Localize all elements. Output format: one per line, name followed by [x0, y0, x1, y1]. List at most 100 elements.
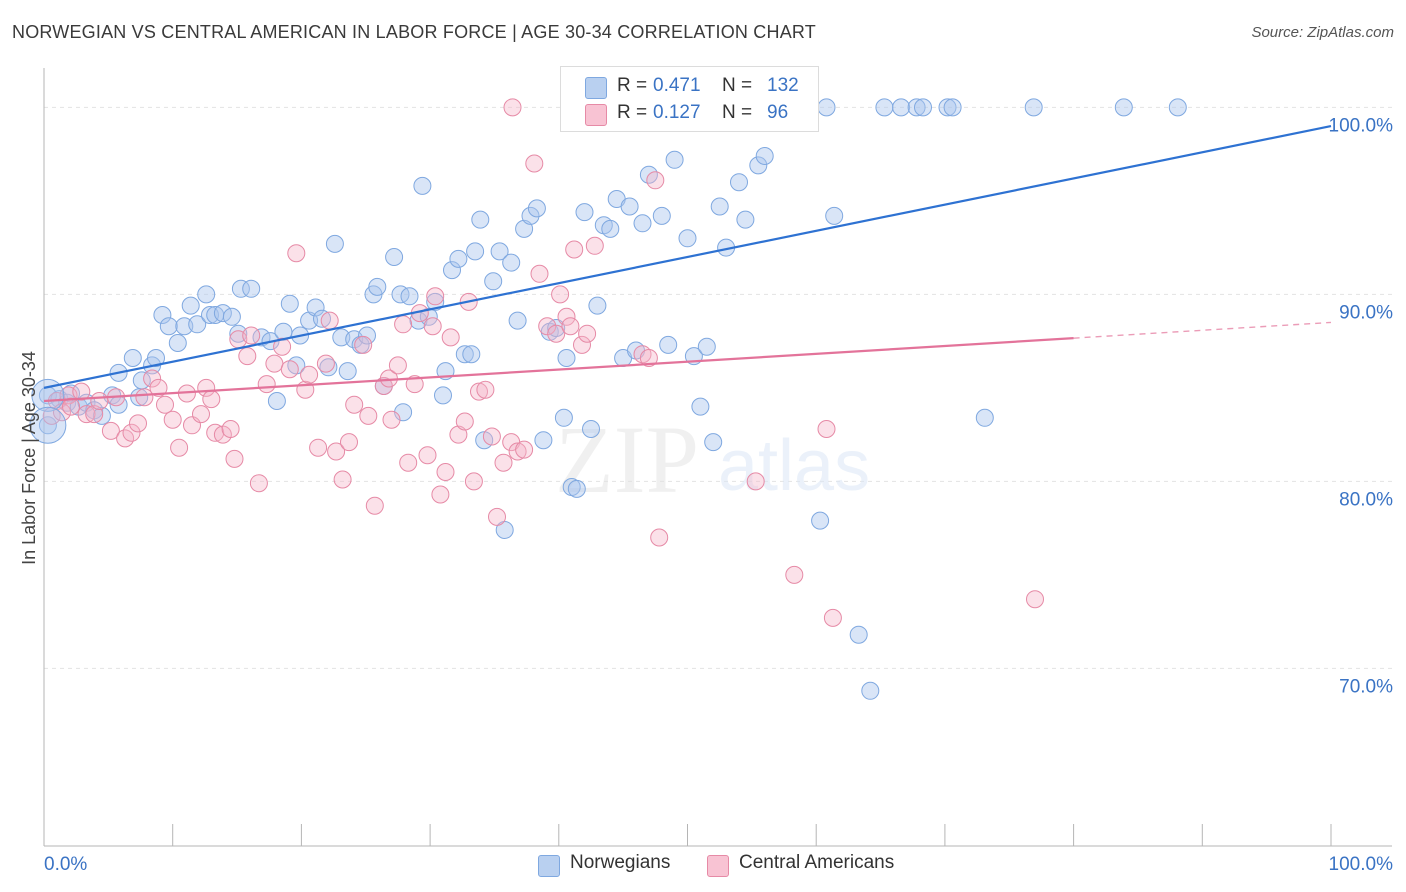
point-norwegians — [534, 431, 553, 450]
point-norwegians — [892, 98, 911, 117]
point-central-americans — [399, 453, 418, 472]
point-central-americans — [225, 449, 244, 468]
point-norwegians — [620, 197, 639, 216]
legend-r-label: R = — [617, 75, 648, 96]
y-tick-label-80: 80.0% — [1339, 489, 1393, 510]
point-central-americans — [426, 287, 445, 306]
point-norwegians — [153, 306, 172, 324]
point-norwegians — [678, 229, 697, 248]
point-central-americans — [62, 397, 80, 416]
point-central-americans — [202, 390, 221, 409]
point-norwegians — [736, 210, 755, 229]
point-central-americans — [206, 423, 225, 442]
point-norwegians — [484, 272, 503, 291]
point-norwegians — [168, 334, 187, 352]
point-norwegians — [358, 326, 376, 345]
point-norwegians — [1114, 98, 1133, 117]
point-central-americans — [455, 412, 474, 431]
axis-labels: 70.0% 80.0% 90.0% 100.0% 0.0% 100.0% In Labor … — [19, 115, 1393, 875]
legend-n-label: N = — [722, 102, 753, 123]
point-central-americans — [1026, 590, 1044, 609]
point-central-americans — [90, 392, 109, 410]
point-central-americans — [156, 395, 174, 414]
point-norwegians — [1168, 98, 1187, 117]
point-norwegians — [1024, 98, 1043, 117]
point-norwegians — [449, 249, 468, 268]
point-central-americans — [817, 420, 836, 438]
point-central-americans — [431, 485, 450, 504]
point-central-americans — [320, 311, 339, 330]
grid-lines — [44, 106, 1392, 669]
point-central-americans — [249, 474, 268, 493]
point-norwegians — [325, 234, 344, 253]
point-central-americans — [639, 349, 658, 367]
point-norwegians — [385, 248, 404, 266]
point-norwegians — [938, 98, 957, 117]
point-norwegians — [601, 219, 620, 238]
point-norwegians — [914, 98, 932, 117]
point-central-americans — [265, 354, 284, 373]
legend-n-value-norwegians: 132 — [767, 75, 799, 96]
legend-r-value-central-americans: 0.127 — [653, 102, 701, 123]
point-norwegians — [817, 98, 836, 117]
point-norwegians — [443, 261, 461, 280]
point-norwegians — [508, 311, 527, 330]
point-central-americans — [578, 324, 597, 343]
y-tick-label-100: 100.0% — [1329, 115, 1394, 136]
point-norwegians — [313, 309, 331, 328]
point-norwegians-large — [31, 378, 65, 412]
point-central-americans — [354, 335, 373, 354]
legend-swatch-central-americans — [585, 104, 607, 126]
y-tick-label-90: 90.0% — [1339, 302, 1393, 323]
point-central-americans — [449, 425, 468, 444]
point-central-americans — [464, 472, 483, 491]
point-norwegians — [943, 98, 962, 117]
point-norwegians — [652, 206, 671, 225]
point-central-americans — [170, 438, 189, 457]
point-norwegians — [38, 416, 57, 435]
point-central-americans — [557, 307, 576, 326]
trend-line-central-americans — [43, 337, 1074, 403]
point-central-americans — [365, 496, 384, 515]
point-central-americans — [530, 264, 549, 283]
point-central-americans — [101, 421, 120, 440]
point-norwegians — [147, 349, 165, 367]
bottom-legend-label-central-americans: Central Americans — [739, 852, 895, 873]
point-central-americans — [72, 382, 91, 401]
point-norwegians — [280, 294, 299, 313]
point-central-americans — [423, 317, 442, 336]
point-norwegians — [575, 203, 594, 222]
point-central-americans — [382, 410, 401, 429]
point-central-americans — [192, 405, 210, 424]
point-central-americans — [515, 440, 534, 459]
axes — [43, 68, 1392, 847]
point-central-americans — [143, 369, 162, 388]
point-norwegians — [419, 307, 438, 326]
point-central-americans — [565, 240, 584, 259]
point-central-americans — [300, 365, 319, 384]
point-central-americans — [573, 335, 591, 354]
trend-lines — [43, 125, 1332, 403]
point-central-americans — [327, 442, 346, 461]
point-norwegians — [697, 337, 716, 356]
point-norwegians — [825, 206, 844, 225]
point-norwegians — [434, 386, 452, 405]
point-norwegians — [749, 156, 768, 175]
point-norwegians — [391, 285, 410, 304]
point-norwegians — [975, 408, 994, 427]
point-norwegians — [471, 210, 490, 229]
point-norwegians — [267, 392, 286, 410]
watermark: ZIP atlas — [555, 406, 870, 513]
point-norwegians-large — [29, 406, 67, 444]
x-tick-label-100: 100.0% — [1329, 854, 1394, 875]
point-central-americans — [238, 347, 257, 366]
point-central-americans — [488, 507, 506, 526]
point-central-americans — [280, 360, 299, 379]
point-central-americans — [551, 285, 570, 304]
legend-r-label: R = — [617, 102, 648, 123]
point-central-americans — [585, 236, 604, 255]
trend-line-norwegians — [43, 125, 1332, 389]
legend-r-value-norwegians: 0.471 — [653, 75, 701, 96]
point-norwegians — [92, 406, 111, 425]
point-central-americans — [394, 315, 413, 334]
